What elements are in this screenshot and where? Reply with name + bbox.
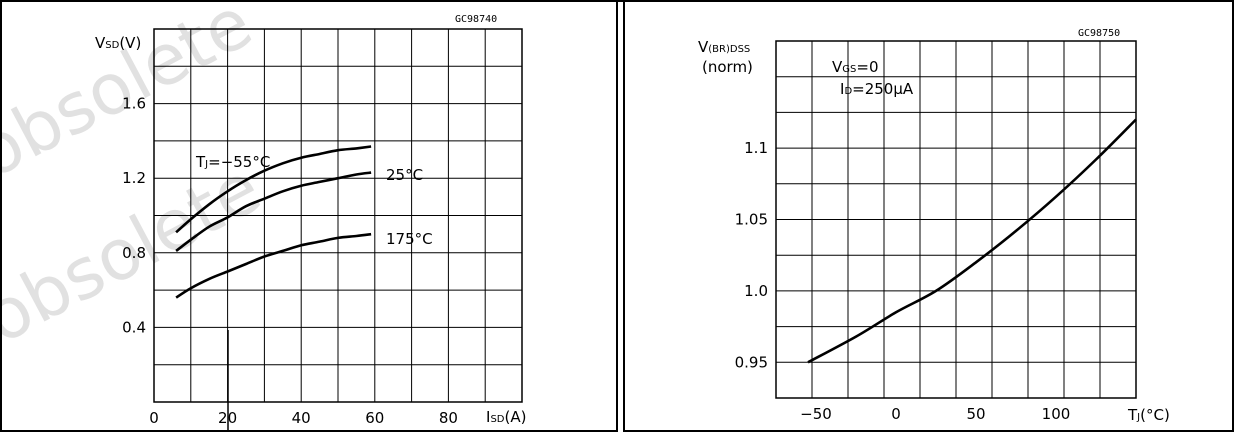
y-tick-label: 0.95 (735, 353, 768, 371)
series-label-sub: J (204, 159, 208, 170)
series-label-minus55: TJ=−55°C (195, 153, 270, 171)
x-tick-label: 0 (149, 409, 159, 427)
x-axis-label: ISD(A) (486, 408, 526, 426)
x-axis-label-sub: J (1136, 412, 1140, 423)
y-axis-label-main: V (698, 38, 709, 56)
series-line (175, 145, 372, 234)
vsd-vs-isd-chart: 0.40.81.21.6 020406080 GC98740 VSD(V) IS… (95, 14, 526, 432)
y-axis-label: VSD(V) (95, 34, 141, 52)
series-line (175, 232, 372, 299)
grid (776, 41, 1136, 398)
x-axis-label-unit: (°C) (1140, 406, 1170, 424)
plot-area-frame (775, 40, 1137, 399)
y-tick-labels: 0.95 1.0 1.05 1.1 (735, 139, 768, 371)
annotation-sub: GS (842, 64, 856, 75)
vbrdss-vs-tj-chart: 0.951.01.051.1 −50 0 50 100 GC98750 V(BR)DS… (698, 28, 1170, 424)
y-tick-label: 1.05 (735, 211, 768, 229)
series-label-value: =−55°C (208, 153, 270, 171)
x-axis-label-main: I (486, 408, 490, 426)
y-tick-label: 0.4 (122, 318, 146, 336)
x-tick-label: 60 (365, 409, 384, 427)
annotation-main: I (840, 80, 844, 98)
y-axis-norm-label: (norm) (702, 58, 753, 76)
x-axis-label-sub: SD (490, 414, 504, 425)
x-tick-labels: −50 0 50 100 (800, 405, 1070, 423)
plot-area-frame (153, 28, 523, 403)
y-tick-labels: 0.4 0.8 1.2 1.6 (122, 95, 146, 337)
x-axis-label-unit: (A) (505, 408, 527, 426)
y-tick-label: 1.1 (744, 139, 768, 157)
annotation-sub: D (844, 86, 852, 97)
x-axis-label-main: T (1127, 406, 1138, 424)
curves (807, 118, 1137, 364)
y-tick-label: 1.0 (744, 282, 768, 300)
x-tick-label: 0 (891, 405, 901, 423)
y-axis-label-sub: SD (105, 40, 119, 51)
y-axis-label-sub: (BR)DSS (708, 44, 750, 55)
annotation-rest: =0 (856, 58, 878, 76)
y-axis-label-unit: (V) (119, 34, 141, 52)
x-tick-label: 40 (292, 409, 311, 427)
series-line (807, 118, 1137, 364)
grid (154, 29, 522, 402)
annotation-rest: =250μA (852, 80, 914, 98)
x-axis-label: TJ(°C) (1127, 406, 1170, 424)
series-label-prefix: T (195, 153, 206, 171)
annotation-id: ID=250μA (840, 80, 914, 98)
annotation-vgs: VGS=0 (832, 58, 879, 76)
x-tick-label: 50 (966, 405, 985, 423)
y-axis-label-main: V (95, 34, 106, 52)
series-line (175, 171, 372, 252)
curves (175, 145, 372, 299)
x-tick-label: 80 (439, 409, 458, 427)
figure-code: GC98750 (1078, 28, 1120, 39)
y-tick-label: 0.8 (122, 244, 146, 262)
y-tick-label: 1.2 (122, 169, 146, 187)
x-tick-label: 100 (1042, 405, 1071, 423)
x-tick-label: −50 (800, 405, 832, 423)
y-tick-label: 1.6 (122, 95, 146, 113)
figure-code: GC98740 (455, 14, 497, 25)
x-tick-labels: 020406080 (149, 409, 458, 427)
series-label-175: 175°C (386, 230, 433, 248)
y-axis-label: V(BR)DSS (698, 38, 750, 56)
series-label-25: 25°C (386, 166, 423, 184)
annotation-main: V (832, 58, 843, 76)
